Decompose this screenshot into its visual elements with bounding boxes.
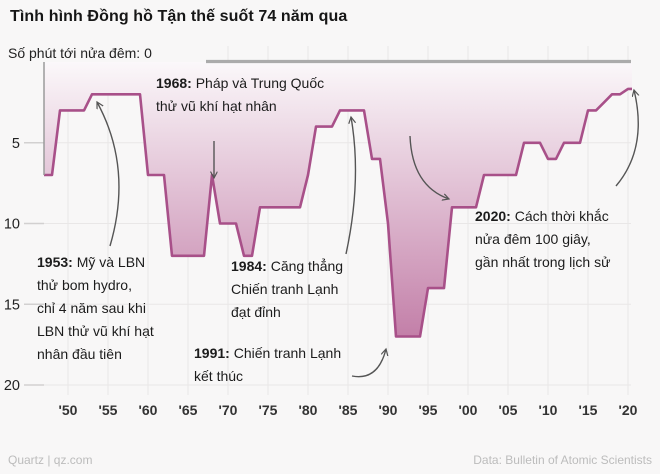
x-axis-labels: '50 '55 '60 '65 '70 '75 '80 '85 '90 '95 '00 '05 '10 '…	[59, 402, 638, 418]
svg-text:'75: '75	[259, 402, 278, 418]
svg-text:'90: '90	[379, 402, 398, 418]
annotation-1991: 1991: Chiến tranh Lạnh kết thúc	[194, 345, 342, 384]
arrow-1953	[96, 102, 120, 247]
annotation-1953: 1953: Mỹ và LBN thử bom hydro, chỉ 4 năm…	[37, 254, 154, 362]
annotation-1968: 1968: Pháp và Trung Quốc thử vũ khí hạt …	[156, 75, 325, 114]
clock-line	[44, 87, 632, 338]
svg-text:'15: '15	[579, 402, 598, 418]
svg-text:'65: '65	[179, 402, 198, 418]
annotation-arrows	[96, 90, 638, 378]
svg-text:5: 5	[12, 136, 20, 152]
svg-text:'60: '60	[139, 402, 158, 418]
svg-text:20: 20	[4, 378, 20, 394]
svg-text:'50: '50	[59, 402, 78, 418]
svg-text:15: 15	[4, 297, 20, 313]
y-axis-title: Số phút tới nửa đêm: 0	[8, 45, 152, 61]
arrow-1984	[345, 117, 357, 255]
svg-text:'00: '00	[459, 402, 478, 418]
arrow-2020	[615, 90, 638, 187]
page-title: Tình hình Đồng hồ Tận thế suốt 74 năm qu…	[10, 8, 348, 25]
annotation-2020: 2020: Cách thời khắc nửa đêm 100 giây, g…	[475, 208, 611, 270]
data-credit: Data: Bulletin of Atomic Scientists	[473, 453, 652, 467]
svg-text:10: 10	[4, 217, 20, 233]
svg-text:'55: '55	[99, 402, 118, 418]
annotation-1991-year: 1991:	[194, 345, 230, 361]
svg-text:'95: '95	[419, 402, 438, 418]
annotation-1984: 1984: Căng thẳng Chiến tranh Lạnh đạt đỉ…	[231, 258, 344, 320]
annotation-1984-year: 1984:	[231, 258, 267, 274]
clock-area-fill	[44, 62, 632, 337]
source-credit: Quartz | qz.com	[8, 453, 93, 467]
arrow-1998	[409, 135, 449, 199]
svg-text:'70: '70	[219, 402, 238, 418]
svg-text:'80: '80	[299, 402, 318, 418]
svg-text:'05: '05	[499, 402, 518, 418]
annotation-1953-year: 1953:	[37, 254, 73, 270]
svg-text:'20: '20	[619, 402, 638, 418]
svg-text:'10: '10	[539, 402, 558, 418]
annotation-1968-year: 1968:	[156, 75, 192, 91]
annotation-2020-year: 2020:	[475, 208, 511, 224]
svg-text:'85: '85	[339, 402, 358, 418]
arrow-1991	[351, 349, 386, 378]
y-axis-labels: 5 10 15 20	[4, 136, 20, 394]
